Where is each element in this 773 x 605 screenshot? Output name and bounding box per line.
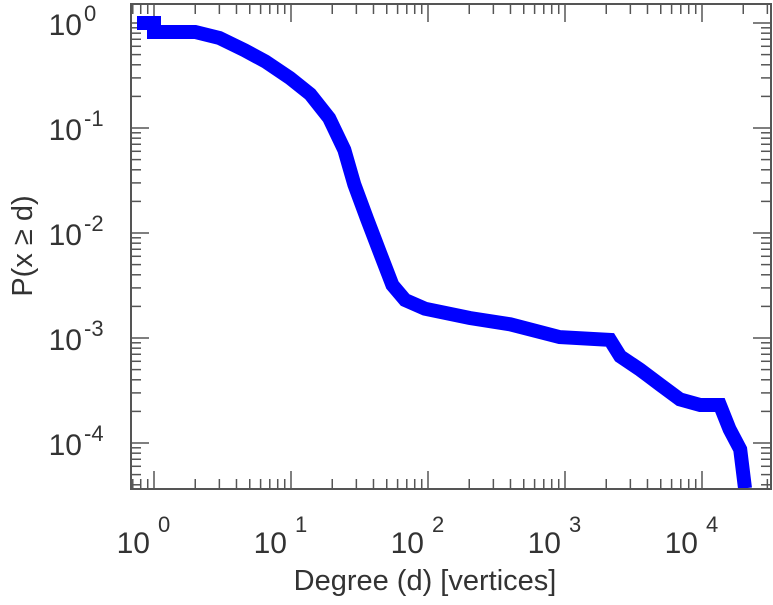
axis-ticks [131,4,771,489]
x-tick-exponent: 2 [432,512,444,537]
x-tick-label: 10 [254,527,287,560]
x-tick-exponent: 3 [569,512,581,537]
series-line [137,16,752,490]
x-tick-label: 10 [391,527,424,560]
y-tick-exponent: -3 [84,316,104,341]
plot-frame [130,3,772,490]
y-tick-exponent: 0 [84,1,96,26]
x-tick-exponent: 0 [158,512,170,537]
y-axis-label: P(x ≥ d) [7,195,39,296]
y-tick-exponent: -4 [84,421,104,446]
y-tick-label: 10 [49,219,82,252]
series-layer [137,16,752,490]
x-tick-label: 10 [665,527,698,560]
x-axis-label: Degree (d) [vertices] [294,565,557,597]
y-tick-label: 10 [49,429,82,462]
y-tick-exponent: -2 [84,211,104,236]
y-tick-label: 10 [49,114,82,147]
x-tick-exponent: 1 [295,512,307,537]
y-tick-exponent: -1 [84,106,104,131]
x-tick-label: 10 [528,527,561,560]
x-tick-exponent: 4 [706,512,718,537]
x-tick-label: 10 [117,527,150,560]
y-tick-label: 10 [49,324,82,357]
y-tick-label: 10 [49,9,82,42]
